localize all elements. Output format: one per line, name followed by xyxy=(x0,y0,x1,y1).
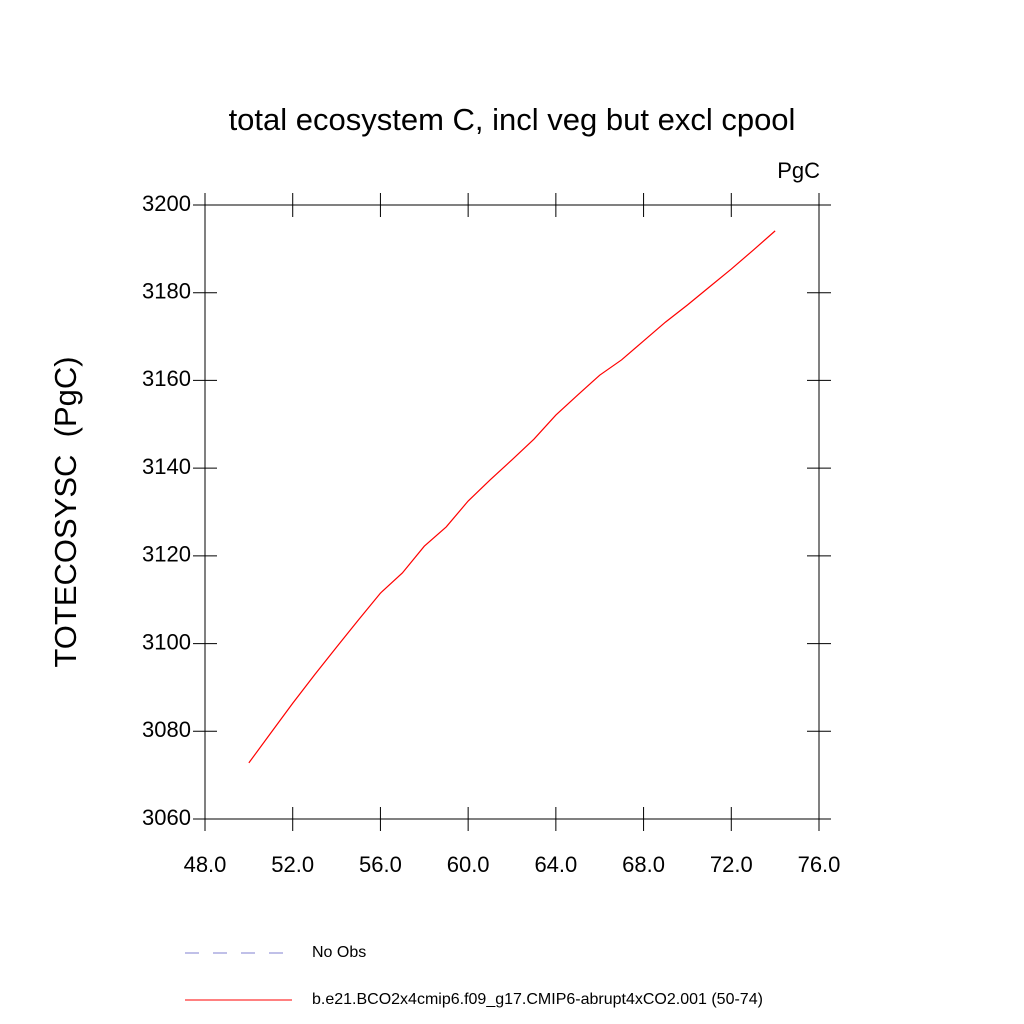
legend-label: b.e21.BCO2x4cmip6.f09_g17.CMIP6-abrupt4x… xyxy=(312,991,763,1008)
x-tick-label: 56.0 xyxy=(359,852,402,877)
y-tick-label: 3060 xyxy=(142,805,191,830)
chart-title: total ecosystem C, incl veg but excl cpo… xyxy=(229,102,796,137)
x-tick-label: 52.0 xyxy=(271,852,314,877)
y-axis-label: TOTECOSYSC (PgC) xyxy=(48,356,83,667)
y-tick-label: 3120 xyxy=(142,542,191,567)
x-tick-label: 60.0 xyxy=(447,852,490,877)
x-tick-label: 48.0 xyxy=(184,852,227,877)
series-line xyxy=(248,230,776,764)
y-tick-label: 3140 xyxy=(142,454,191,479)
y-tick-label: 3100 xyxy=(142,629,191,654)
y-tick-label: 3080 xyxy=(142,717,191,742)
x-tick-label: 64.0 xyxy=(534,852,577,877)
plot-frame xyxy=(204,204,820,820)
x-tick-label: 68.0 xyxy=(622,852,665,877)
y-tick-label: 3180 xyxy=(142,279,191,304)
units-label: PgC xyxy=(777,158,820,183)
x-tick-label: 76.0 xyxy=(798,852,841,877)
y-tick-label: 3160 xyxy=(142,366,191,391)
x-tick-label: 72.0 xyxy=(710,852,753,877)
y-tick-label: 3200 xyxy=(142,191,191,216)
legend-label: No Obs xyxy=(312,944,366,961)
